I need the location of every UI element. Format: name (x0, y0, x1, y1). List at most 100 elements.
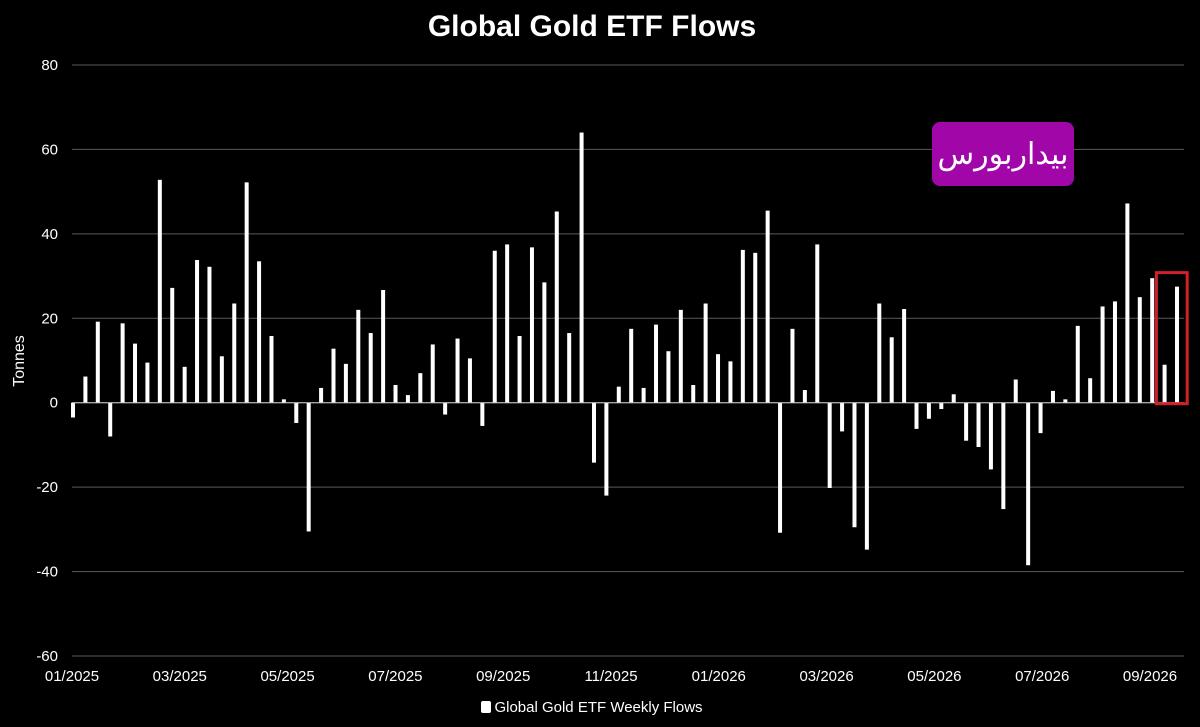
bar (120, 323, 125, 403)
x-tick-label: 03/2026 (799, 668, 853, 685)
bar (356, 309, 361, 403)
bar (778, 402, 783, 533)
bar (83, 376, 88, 403)
bars (71, 132, 1179, 566)
bar (232, 303, 237, 403)
y-tick-label: 80 (41, 57, 58, 74)
bar (939, 402, 944, 410)
bar (443, 402, 448, 415)
bar (455, 338, 460, 403)
bar (182, 366, 187, 403)
bar (1125, 203, 1130, 403)
bar (703, 303, 708, 403)
bar (368, 333, 373, 403)
bar (269, 336, 274, 403)
x-tick-label: 07/2025 (368, 668, 422, 685)
bar (71, 402, 75, 418)
bar (418, 373, 423, 403)
bar (195, 260, 200, 403)
bar (889, 337, 894, 403)
bar (219, 356, 224, 403)
bar (517, 336, 522, 403)
bar (567, 333, 572, 403)
y-tick-label: 60 (41, 141, 58, 158)
bar (802, 390, 807, 403)
bar (840, 402, 845, 432)
bar (852, 402, 857, 528)
bar (1162, 364, 1167, 403)
x-tick-label: 01/2025 (45, 668, 99, 685)
x-tick-label: 09/2026 (1123, 668, 1177, 685)
bar (430, 344, 435, 403)
bar (654, 324, 659, 403)
bar (1013, 379, 1018, 403)
bar (926, 402, 931, 419)
bar (393, 384, 398, 403)
x-tick-label: 03/2025 (153, 668, 207, 685)
bar (1112, 301, 1117, 403)
bar (1026, 402, 1031, 566)
legend: Global Gold ETF Weekly Flows (0, 699, 1184, 716)
x-tick-label: 05/2026 (907, 668, 961, 685)
chart-title: Global Gold ETF Flows (427, 10, 757, 43)
bar (914, 402, 919, 429)
bar (1075, 325, 1080, 403)
bar (1100, 306, 1105, 403)
y-tick-label: 40 (41, 226, 58, 243)
bar (1063, 399, 1068, 403)
bar (579, 132, 584, 403)
bar (641, 387, 646, 403)
bar (827, 402, 832, 488)
bar (529, 247, 534, 403)
bar (790, 328, 795, 403)
watermark-logo: بیداربورس (932, 122, 1074, 186)
bar (728, 361, 733, 403)
bar (1001, 402, 1006, 510)
bar (765, 210, 770, 403)
bar (257, 261, 262, 403)
bar (306, 402, 311, 532)
bar (740, 249, 745, 403)
bar (467, 358, 472, 403)
x-tick-labels: 01/2025 03/2025 05/2025 07/2025 09/2025 11/20… (45, 668, 1177, 685)
bar (244, 182, 249, 403)
bar (108, 402, 113, 437)
y-tick-label: 0 (50, 395, 58, 412)
bar (343, 363, 348, 403)
y-axis-label: Tonnes (11, 335, 28, 387)
y-tick-label: -60 (36, 648, 58, 665)
bar (505, 244, 510, 403)
bar (753, 252, 758, 403)
legend-label: Global Gold ETF Weekly Flows (494, 699, 703, 716)
highlight-box (1154, 271, 1189, 406)
bar (1175, 286, 1179, 403)
bar (170, 287, 175, 403)
bar (492, 250, 497, 403)
bar (1088, 378, 1093, 403)
x-tick-label: 05/2025 (260, 668, 314, 685)
bar (666, 351, 671, 403)
bar (145, 362, 150, 403)
y-tick-label: -40 (36, 564, 58, 581)
bar (331, 348, 336, 403)
bar (1150, 278, 1155, 403)
bar (716, 354, 721, 403)
legend-swatch (481, 701, 492, 713)
bar (554, 211, 559, 403)
bar (480, 402, 485, 426)
bar (877, 303, 882, 403)
bar (951, 394, 956, 403)
bar (616, 386, 621, 403)
highlight-rectangle (1154, 271, 1189, 406)
bar (976, 402, 981, 448)
bar (678, 309, 683, 403)
y-tick-label: 20 (41, 310, 58, 327)
bar (604, 402, 609, 496)
x-tick-label: 01/2026 (692, 668, 746, 685)
bar (294, 402, 299, 423)
y-tick-labels: 80 60 40 20 0 -20 -40 -60 (36, 57, 58, 665)
bar (902, 308, 907, 403)
x-tick-label: 09/2025 (476, 668, 530, 685)
bar (1137, 297, 1142, 403)
